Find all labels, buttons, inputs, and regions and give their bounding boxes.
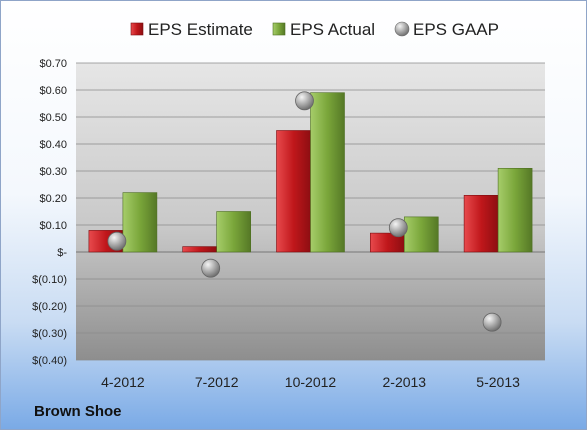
legend: EPS Estimate EPS Actual EPS GAAP (130, 20, 499, 39)
legend-label: EPS Estimate (148, 20, 253, 39)
legend-label: EPS Actual (290, 20, 375, 39)
y-tick-label: $- (57, 247, 67, 259)
x-axis-labels: 4-2012 7-2012 10-2012 2-2013 5-2013 (101, 374, 520, 390)
legend-swatch (130, 22, 144, 36)
y-tick-label: $0.50 (39, 112, 67, 124)
y-tick-label: $0.10 (39, 220, 67, 232)
y-tick-label: $(0.10) (32, 274, 67, 286)
gaap-marker (107, 231, 127, 251)
y-tick-label: $(0.40) (32, 355, 67, 367)
legend-swatch (272, 22, 286, 36)
gaap-markers (107, 91, 502, 332)
company-name: Brown Shoe (34, 403, 122, 420)
y-tick-label: $(0.20) (32, 301, 67, 313)
actual-bar (310, 92, 345, 253)
y-tick-label: $0.30 (39, 166, 67, 178)
y-tick-label: $0.70 (39, 58, 67, 70)
actual-bar (497, 168, 533, 253)
gaap-marker (388, 218, 408, 238)
actual-bar (122, 192, 158, 253)
estimate-bar (182, 246, 217, 253)
bars (88, 92, 533, 253)
estimate-bar (463, 195, 499, 253)
gaap-marker (201, 258, 221, 278)
actual-bar (403, 216, 439, 253)
gaap-marker (295, 91, 314, 111)
y-tick-label: $0.40 (39, 139, 67, 151)
legend-swatch (394, 21, 410, 37)
x-tick-label: 4-2012 (101, 374, 145, 390)
x-tick-label: 2-2013 (383, 374, 427, 390)
x-tick-label: 5-2013 (476, 374, 520, 390)
y-tick-label: $0.60 (39, 85, 67, 97)
y-axis-labels: $0.70 $0.60 $0.50 $0.40 $0.30 $0.20 $0.10 $- $(0… (32, 58, 67, 367)
y-tick-label: $0.20 (39, 193, 67, 205)
estimate-bar (276, 130, 311, 253)
y-tick-label: $(0.30) (32, 328, 67, 340)
legend-label: EPS GAAP (413, 20, 499, 39)
actual-bar (216, 211, 251, 253)
x-tick-label: 7-2012 (195, 374, 239, 390)
x-tick-label: 10-2012 (285, 374, 337, 390)
gaap-marker (482, 312, 502, 332)
